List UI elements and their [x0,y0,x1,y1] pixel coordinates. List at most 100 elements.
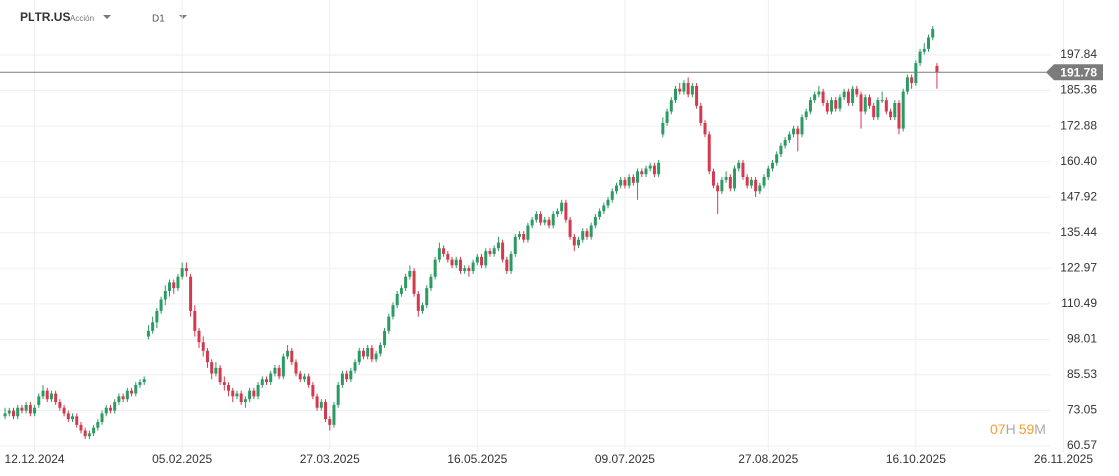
candle-body [252,390,256,397]
candle-body [564,202,568,220]
candle-body [20,407,24,411]
candle-body [11,410,15,417]
candle-body [475,256,479,263]
candle-body [749,179,753,186]
candle-body [446,253,450,260]
candle-body [631,177,635,183]
candle-body [54,393,58,403]
candle-body [720,179,724,192]
candle-body [138,382,142,385]
candle-body [442,248,446,254]
candle-body [711,171,715,186]
candle-body [378,345,382,354]
candle-body [872,105,876,118]
candle-body [901,91,905,129]
candle-body [180,268,184,277]
candle-body [792,128,796,135]
timeframe[interactable]: D1 [152,14,165,25]
candle-body [201,342,205,351]
x-tick-label: 12.12.2024 [5,452,65,466]
candle-body [214,367,218,374]
candle-body [416,293,420,311]
candle-body [846,91,850,103]
candle-body [716,185,720,192]
candle-body [450,259,454,266]
candle-body [627,177,631,186]
candle-body [222,382,226,385]
candle-body [92,427,96,434]
candle-body [290,350,294,363]
candle-body [931,28,935,38]
candle-body [787,134,791,141]
candle-body [547,219,551,226]
symbol[interactable]: PLTR.US [20,10,70,24]
countdown-unit: M [1034,421,1046,437]
candle-body [897,102,901,129]
x-tick-label: 27.08.2025 [738,452,798,466]
candle-body [273,367,277,374]
candle-body [218,367,222,383]
candle-body [505,259,509,272]
candle-body [522,233,526,240]
candle-body [33,407,37,414]
candle-body [733,168,737,189]
candle-body [395,293,399,306]
candle-body [775,154,779,163]
candle-body [319,402,323,408]
candle-body [640,171,644,175]
candle-body [884,100,888,112]
candle-body [28,404,32,414]
candle-body [851,88,855,103]
candle-body [176,276,180,289]
candle-body [914,63,918,84]
dropdown-arrow[interactable] [179,15,187,19]
candle-body [602,205,606,212]
candle-body [243,399,247,403]
candle-body [589,225,593,237]
candle-body [610,191,614,200]
candle-body [644,168,648,175]
candle-body [539,214,543,223]
candle-body [340,373,344,385]
x-tick-label: 26.11.2025 [1034,452,1093,466]
x-tick-label: 16.05.2025 [447,452,507,466]
candle-body [399,288,403,294]
candle-body [593,216,597,226]
candle-body [248,390,252,400]
candle-body [918,51,922,64]
candle-body [480,256,484,266]
candle-body [142,379,146,383]
candle-body [703,122,707,135]
candle-body [572,236,576,246]
x-tick-label: 05.02.2025 [152,452,212,466]
candle-body [412,271,416,294]
candle-body [429,276,433,289]
candle-body [754,179,758,192]
candle-body [307,376,311,385]
candle-body [758,185,762,192]
candle-body [210,362,214,374]
candle-body [239,393,243,403]
candle-body [353,362,357,371]
dropdown-arrow[interactable] [103,15,111,19]
candle-body [796,128,800,135]
candle-body [560,202,564,212]
candle-body [24,404,28,411]
candle-body [302,376,306,380]
candle-body [159,299,163,311]
candle-body [205,350,209,363]
candle-body [838,97,842,109]
candle-body [513,236,517,254]
candle-body [256,384,260,397]
candle-body [526,225,530,240]
candle-body [665,111,669,123]
candle-body [370,347,374,360]
candle-body [863,97,867,112]
candle-body [184,268,188,272]
candle-body [269,373,273,383]
candle-body [770,162,774,169]
candle-body [458,259,462,272]
candle-body [104,407,108,414]
candle-body [686,83,690,95]
